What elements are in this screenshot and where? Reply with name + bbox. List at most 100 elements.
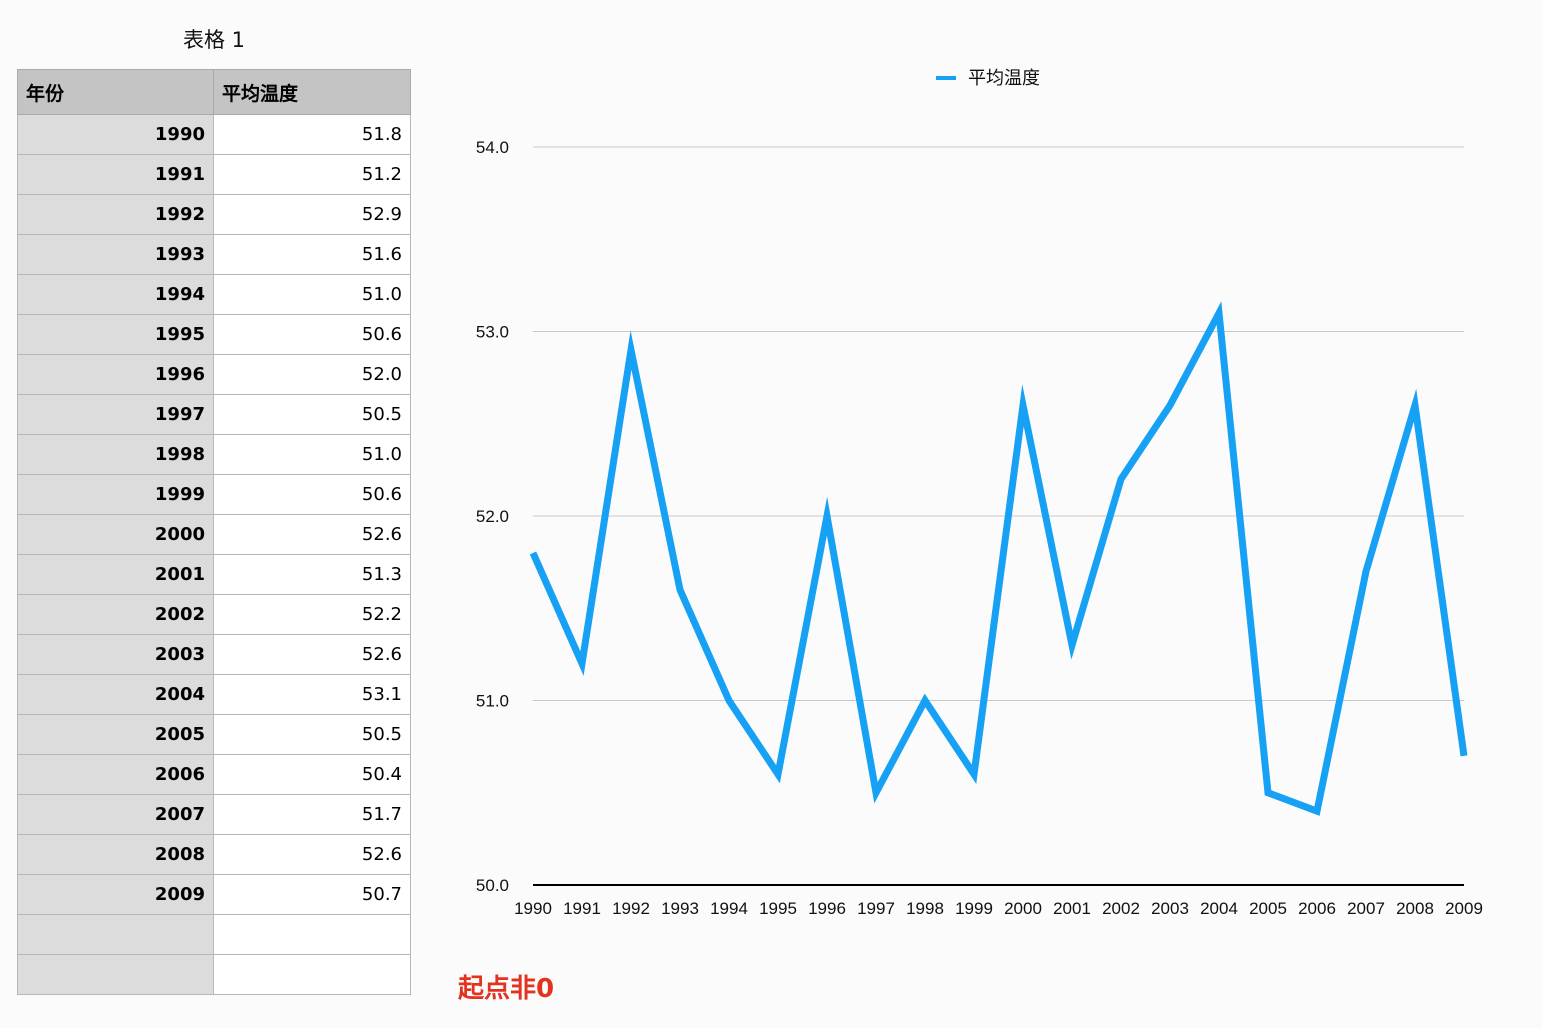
table-row: 1990 51.8 (17, 114, 411, 155)
table-row (17, 954, 411, 995)
table-row: 2002 52.2 (17, 594, 411, 635)
year-cell[interactable]: 2008 (17, 834, 214, 875)
x-tick-label: 1997 (857, 899, 895, 918)
x-tick-label: 2003 (1151, 899, 1189, 918)
table-row (17, 914, 411, 955)
x-tick-label: 1998 (906, 899, 944, 918)
temp-cell[interactable]: 50.4 (213, 754, 411, 795)
year-cell[interactable]: 1992 (17, 194, 214, 235)
x-tick-label: 2006 (1298, 899, 1336, 918)
x-tick-label: 2007 (1347, 899, 1385, 918)
year-cell[interactable]: 2009 (17, 874, 214, 915)
temp-cell[interactable]: 52.0 (213, 354, 411, 395)
year-cell[interactable]: 1994 (17, 274, 214, 315)
table-row: 1992 52.9 (17, 194, 411, 235)
temp-cell[interactable] (213, 914, 411, 955)
temp-cell[interactable]: 51.0 (213, 274, 411, 315)
y-tick-label: 54.0 (476, 138, 509, 157)
x-tick-label: 1993 (661, 899, 699, 918)
y-tick-label: 51.0 (476, 692, 509, 711)
x-tick-label: 1991 (563, 899, 601, 918)
temp-cell[interactable]: 50.6 (213, 314, 411, 355)
x-tick-label: 2001 (1053, 899, 1091, 918)
header-avg-temp[interactable]: 平均温度 (213, 69, 411, 115)
year-cell[interactable]: 1991 (17, 154, 214, 195)
temp-cell[interactable]: 52.9 (213, 194, 411, 235)
table-row: 1996 52.0 (17, 354, 411, 395)
temp-cell[interactable] (213, 954, 411, 995)
temp-cell[interactable]: 52.6 (213, 634, 411, 675)
x-tick-label: 2000 (1004, 899, 1042, 918)
table-row: 1995 50.6 (17, 314, 411, 355)
year-cell[interactable]: 2000 (17, 514, 214, 555)
year-cell[interactable]: 1998 (17, 434, 214, 475)
table-row: 2008 52.6 (17, 834, 411, 875)
year-cell[interactable]: 2002 (17, 594, 214, 635)
table-row: 1993 51.6 (17, 234, 411, 275)
table-row: 2003 52.6 (17, 634, 411, 675)
year-cell[interactable]: 2006 (17, 754, 214, 795)
temp-cell[interactable]: 51.8 (213, 114, 411, 155)
temp-cell[interactable]: 51.0 (213, 434, 411, 475)
table-row: 2007 51.7 (17, 794, 411, 835)
x-tick-label: 2008 (1396, 899, 1434, 918)
temp-cell[interactable]: 50.7 (213, 874, 411, 915)
y-tick-label: 53.0 (476, 323, 509, 342)
year-cell[interactable]: 1997 (17, 394, 214, 435)
header-year[interactable]: 年份 (17, 69, 214, 115)
x-tick-label: 2005 (1249, 899, 1287, 918)
temp-cell[interactable]: 50.5 (213, 394, 411, 435)
y-tick-label: 52.0 (476, 507, 509, 526)
table-row: 1997 50.5 (17, 394, 411, 435)
temp-cell[interactable]: 53.1 (213, 674, 411, 715)
series-line (529, 301, 1468, 816)
legend-label: 平均温度 (968, 68, 1040, 89)
year-cell[interactable] (17, 954, 214, 995)
x-tick-label: 2002 (1102, 899, 1140, 918)
table-row: 2004 53.1 (17, 674, 411, 715)
data-table: 年份 平均温度 1990 51.8 1991 51.2 1992 52.9 1993 51.6… (17, 69, 411, 995)
temp-cell[interactable]: 52.6 (213, 834, 411, 875)
year-cell[interactable]: 2004 (17, 674, 214, 715)
annotation-text: 起点非0 (458, 974, 555, 1004)
x-tick-label: 1990 (514, 899, 552, 918)
table-row: 1998 51.0 (17, 434, 411, 475)
table-row: 2000 52.6 (17, 514, 411, 555)
table-row: 1999 50.6 (17, 474, 411, 515)
year-cell[interactable]: 2007 (17, 794, 214, 835)
temp-cell[interactable]: 52.6 (213, 514, 411, 555)
x-tick-label: 1995 (759, 899, 797, 918)
table-row: 2001 51.3 (17, 554, 411, 595)
table-row: 2009 50.7 (17, 874, 411, 915)
table-row: 1994 51.0 (17, 274, 411, 315)
year-cell[interactable]: 1999 (17, 474, 214, 515)
table-row: 1991 51.2 (17, 154, 411, 195)
temp-cell[interactable]: 51.2 (213, 154, 411, 195)
year-cell[interactable]: 1993 (17, 234, 214, 275)
year-cell[interactable]: 1990 (17, 114, 214, 155)
x-tick-label: 1999 (955, 899, 993, 918)
temp-cell[interactable]: 51.3 (213, 554, 411, 595)
year-cell[interactable] (17, 914, 214, 955)
year-cell[interactable]: 2005 (17, 714, 214, 755)
table-title: 表格 1 (182, 28, 246, 52)
x-tick-label: 1996 (808, 899, 846, 918)
year-cell[interactable]: 1995 (17, 314, 214, 355)
temp-cell[interactable]: 52.2 (213, 594, 411, 635)
year-cell[interactable]: 2001 (17, 554, 214, 595)
x-tick-label: 1992 (612, 899, 650, 918)
year-cell[interactable]: 1996 (17, 354, 214, 395)
x-tick-label: 2004 (1200, 899, 1238, 918)
y-tick-label: 50.0 (476, 876, 509, 895)
x-tick-label: 2009 (1445, 899, 1483, 918)
year-cell[interactable]: 2003 (17, 634, 214, 675)
line-chart: 50.0 51.0 52.0 53.0 54.0 1990 1991 1992 1993 1994… (476, 68, 1483, 918)
temp-cell[interactable]: 50.5 (213, 714, 411, 755)
x-tick-label: 1994 (710, 899, 748, 918)
temp-cell[interactable]: 50.6 (213, 474, 411, 515)
table-row: 2006 50.4 (17, 754, 411, 795)
table-header-row: 年份 平均温度 (17, 69, 411, 115)
temp-cell[interactable]: 51.6 (213, 234, 411, 275)
temp-cell[interactable]: 51.7 (213, 794, 411, 835)
